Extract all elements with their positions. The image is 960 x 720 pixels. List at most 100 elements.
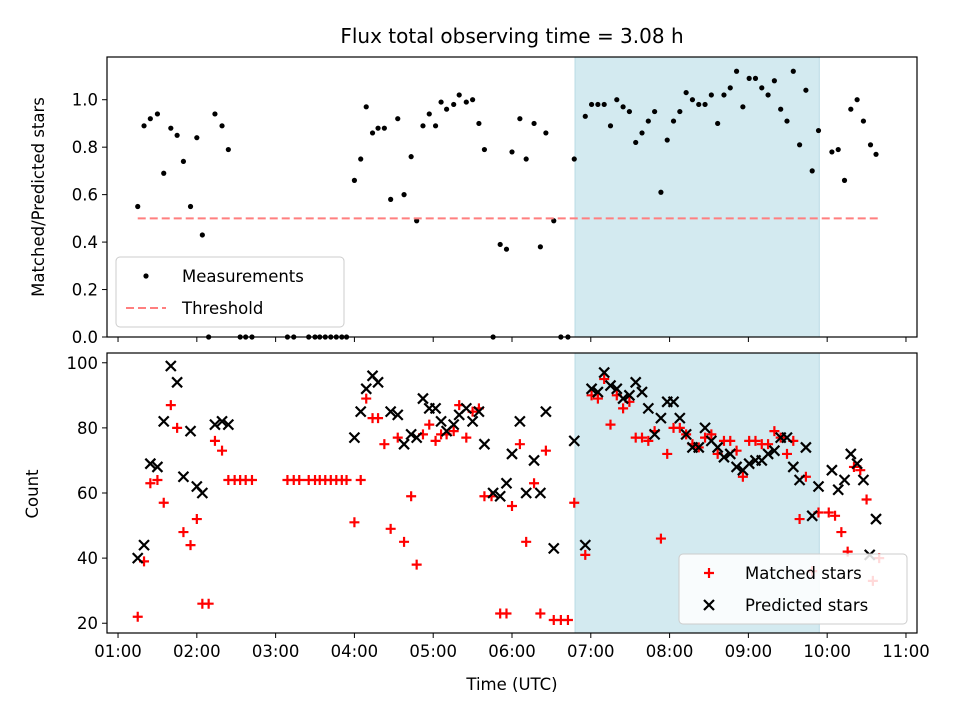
predicted-stars-legend-marker bbox=[703, 599, 715, 611]
matched-stars-point bbox=[769, 426, 780, 437]
measurements-point bbox=[225, 146, 231, 153]
matched-stars-point bbox=[529, 478, 540, 489]
count-y-axis-label: Count bbox=[23, 469, 42, 519]
ratio-y-tick-label: 0.4 bbox=[72, 233, 98, 252]
predicted-stars-point bbox=[144, 457, 157, 470]
measurements-point bbox=[614, 97, 620, 103]
predicted-stars-point bbox=[812, 480, 825, 493]
matched-stars-point bbox=[569, 497, 580, 508]
measurements-point bbox=[689, 97, 696, 103]
predicted-stars-point bbox=[372, 376, 384, 389]
predicted-stars-point bbox=[478, 438, 491, 450]
measurements-point bbox=[658, 189, 664, 195]
matched-stars-point bbox=[430, 435, 441, 446]
matched-stars-point bbox=[209, 435, 220, 446]
measurements-point bbox=[765, 92, 771, 98]
counts-legend: Matched stars Predicted stars bbox=[678, 553, 908, 625]
predicted-stars-point bbox=[466, 415, 479, 428]
matched-stars-point bbox=[836, 527, 847, 538]
x-tick-label: 07:00 bbox=[567, 642, 615, 661]
measurements-point bbox=[135, 203, 141, 210]
predicted-stars-point bbox=[138, 539, 150, 551]
predicted-stars-point bbox=[655, 412, 667, 424]
measurements-point bbox=[456, 92, 462, 98]
predicted-stars-point bbox=[604, 379, 617, 392]
measurements-point bbox=[470, 97, 476, 103]
predicted-stars-point bbox=[487, 487, 499, 499]
measurements-point bbox=[633, 139, 639, 146]
predicted-stars-point bbox=[692, 441, 705, 454]
matched-stars-point bbox=[355, 474, 366, 485]
measurements-point bbox=[873, 151, 879, 157]
ratio-y-tick-label: 0.6 bbox=[72, 186, 98, 205]
matched-stars-point bbox=[521, 536, 532, 547]
measurements-point bbox=[626, 108, 633, 115]
measurements-point bbox=[860, 118, 867, 124]
measurements-point bbox=[497, 241, 503, 248]
predicted-stars-point bbox=[429, 402, 442, 415]
x-tick-label: 03:00 bbox=[252, 642, 300, 661]
ratio-y-axis-label: Matched/Predicted stars bbox=[29, 97, 48, 297]
measurements-point bbox=[408, 154, 414, 160]
predicted-stars-point bbox=[857, 474, 870, 486]
measurements-point bbox=[796, 142, 803, 148]
measurements-point bbox=[702, 101, 708, 108]
predicted-stars-legend-swatch bbox=[703, 599, 715, 611]
x-tick-label: 05:00 bbox=[409, 642, 457, 661]
measurements-point bbox=[620, 104, 626, 110]
matched-stars-point bbox=[349, 517, 360, 528]
matched-stars-point bbox=[706, 429, 717, 440]
measurements-point bbox=[759, 85, 765, 91]
predicted-stars-point bbox=[762, 448, 774, 460]
measurements-point bbox=[141, 123, 147, 129]
predicted-stars-point bbox=[642, 402, 655, 415]
matched-stars-point bbox=[158, 497, 169, 508]
predicted-stars-point bbox=[417, 392, 429, 405]
measurements-point bbox=[778, 106, 784, 112]
measurements-point bbox=[652, 108, 658, 115]
measurements-point bbox=[369, 130, 376, 136]
predicted-stars-point bbox=[184, 425, 197, 437]
measurements-point bbox=[154, 111, 161, 117]
matched-stars-point bbox=[540, 445, 551, 456]
predicted-stars-point bbox=[534, 487, 547, 499]
measurements-point bbox=[517, 116, 523, 122]
predicted-stars-point bbox=[680, 428, 692, 441]
predicted-stars-point bbox=[520, 487, 532, 499]
predicted-stars-point bbox=[131, 552, 144, 564]
ratio-legend: Measurements Threshold bbox=[115, 256, 345, 328]
predicted-stars-point bbox=[348, 431, 361, 444]
predicted-stars-point bbox=[384, 405, 397, 418]
matched-stars-point bbox=[725, 435, 736, 446]
predicted-stars-point bbox=[781, 431, 793, 444]
measurements-point bbox=[147, 116, 153, 122]
measurements-point bbox=[438, 99, 444, 105]
measurements-point bbox=[401, 192, 407, 198]
threshold-legend-label: Threshold bbox=[181, 299, 263, 318]
x-tick-label: 11:00 bbox=[882, 642, 930, 661]
measurements-point bbox=[601, 101, 607, 108]
matched-stars-point bbox=[379, 439, 390, 450]
predicted-stars-point bbox=[743, 457, 755, 470]
measurements-point bbox=[531, 120, 537, 127]
predicted-stars-point bbox=[568, 435, 581, 447]
matched-stars-point bbox=[361, 393, 372, 404]
predicted-stars-point bbox=[177, 470, 190, 483]
predicted-stars-point bbox=[838, 474, 851, 486]
predicted-stars-point bbox=[528, 454, 540, 467]
matched-stars-point bbox=[246, 474, 257, 485]
x-tick-label: 09:00 bbox=[725, 642, 773, 661]
measurements-point bbox=[645, 118, 651, 124]
matched-stars-point bbox=[294, 474, 305, 485]
ratio-highlight-span bbox=[574, 56, 820, 338]
predicted-stars-point bbox=[629, 376, 642, 389]
predicted-stars-point bbox=[151, 461, 164, 473]
matched-stars-legend-marker bbox=[704, 568, 714, 578]
measurements-point bbox=[420, 123, 426, 129]
ratio-legend-box bbox=[115, 256, 345, 328]
counts-axes-frame bbox=[106, 352, 918, 634]
measurements-point bbox=[375, 125, 381, 131]
predicted-stars-point bbox=[360, 383, 373, 395]
measurements-point bbox=[463, 99, 469, 105]
ratio-axes-frame bbox=[106, 56, 918, 338]
